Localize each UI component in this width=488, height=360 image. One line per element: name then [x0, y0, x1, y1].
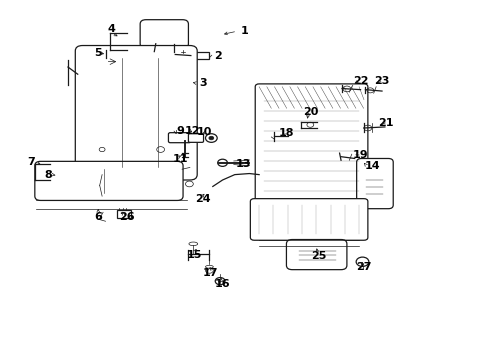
Bar: [189, 52, 209, 59]
FancyBboxPatch shape: [286, 239, 346, 270]
FancyBboxPatch shape: [188, 134, 203, 142]
FancyBboxPatch shape: [356, 158, 392, 209]
FancyBboxPatch shape: [140, 20, 188, 48]
Text: 15: 15: [187, 250, 202, 260]
Text: 5: 5: [94, 48, 102, 58]
Text: 27: 27: [355, 262, 371, 272]
Text: 11: 11: [172, 154, 187, 164]
Text: 6: 6: [94, 212, 102, 221]
Text: 1: 1: [240, 26, 248, 36]
Text: 7: 7: [27, 157, 35, 167]
Text: 3: 3: [199, 78, 206, 88]
FancyBboxPatch shape: [255, 84, 367, 208]
FancyBboxPatch shape: [250, 199, 367, 240]
Text: 13: 13: [235, 159, 251, 169]
Text: 10: 10: [197, 127, 212, 137]
Circle shape: [217, 159, 227, 166]
Text: 8: 8: [44, 170, 52, 180]
Circle shape: [208, 136, 213, 140]
Text: 21: 21: [377, 118, 393, 128]
Text: 20: 20: [302, 107, 317, 117]
Text: 12: 12: [184, 126, 200, 135]
FancyBboxPatch shape: [168, 133, 190, 143]
Bar: [117, 211, 131, 218]
Text: 4: 4: [108, 24, 116, 35]
Text: 18: 18: [278, 129, 293, 138]
Text: 17: 17: [202, 268, 218, 278]
Ellipse shape: [188, 242, 197, 246]
Text: 26: 26: [119, 212, 134, 221]
Text: 23: 23: [373, 76, 389, 86]
Text: 25: 25: [310, 251, 325, 261]
Text: 2: 2: [213, 51, 221, 61]
Ellipse shape: [205, 265, 213, 268]
Text: 14: 14: [364, 161, 379, 171]
Text: 24: 24: [195, 194, 210, 204]
Text: 9: 9: [176, 126, 183, 135]
Text: 22: 22: [352, 76, 367, 86]
FancyBboxPatch shape: [35, 161, 183, 201]
FancyBboxPatch shape: [75, 45, 197, 180]
Text: 19: 19: [352, 150, 367, 160]
Text: 16: 16: [214, 279, 230, 289]
